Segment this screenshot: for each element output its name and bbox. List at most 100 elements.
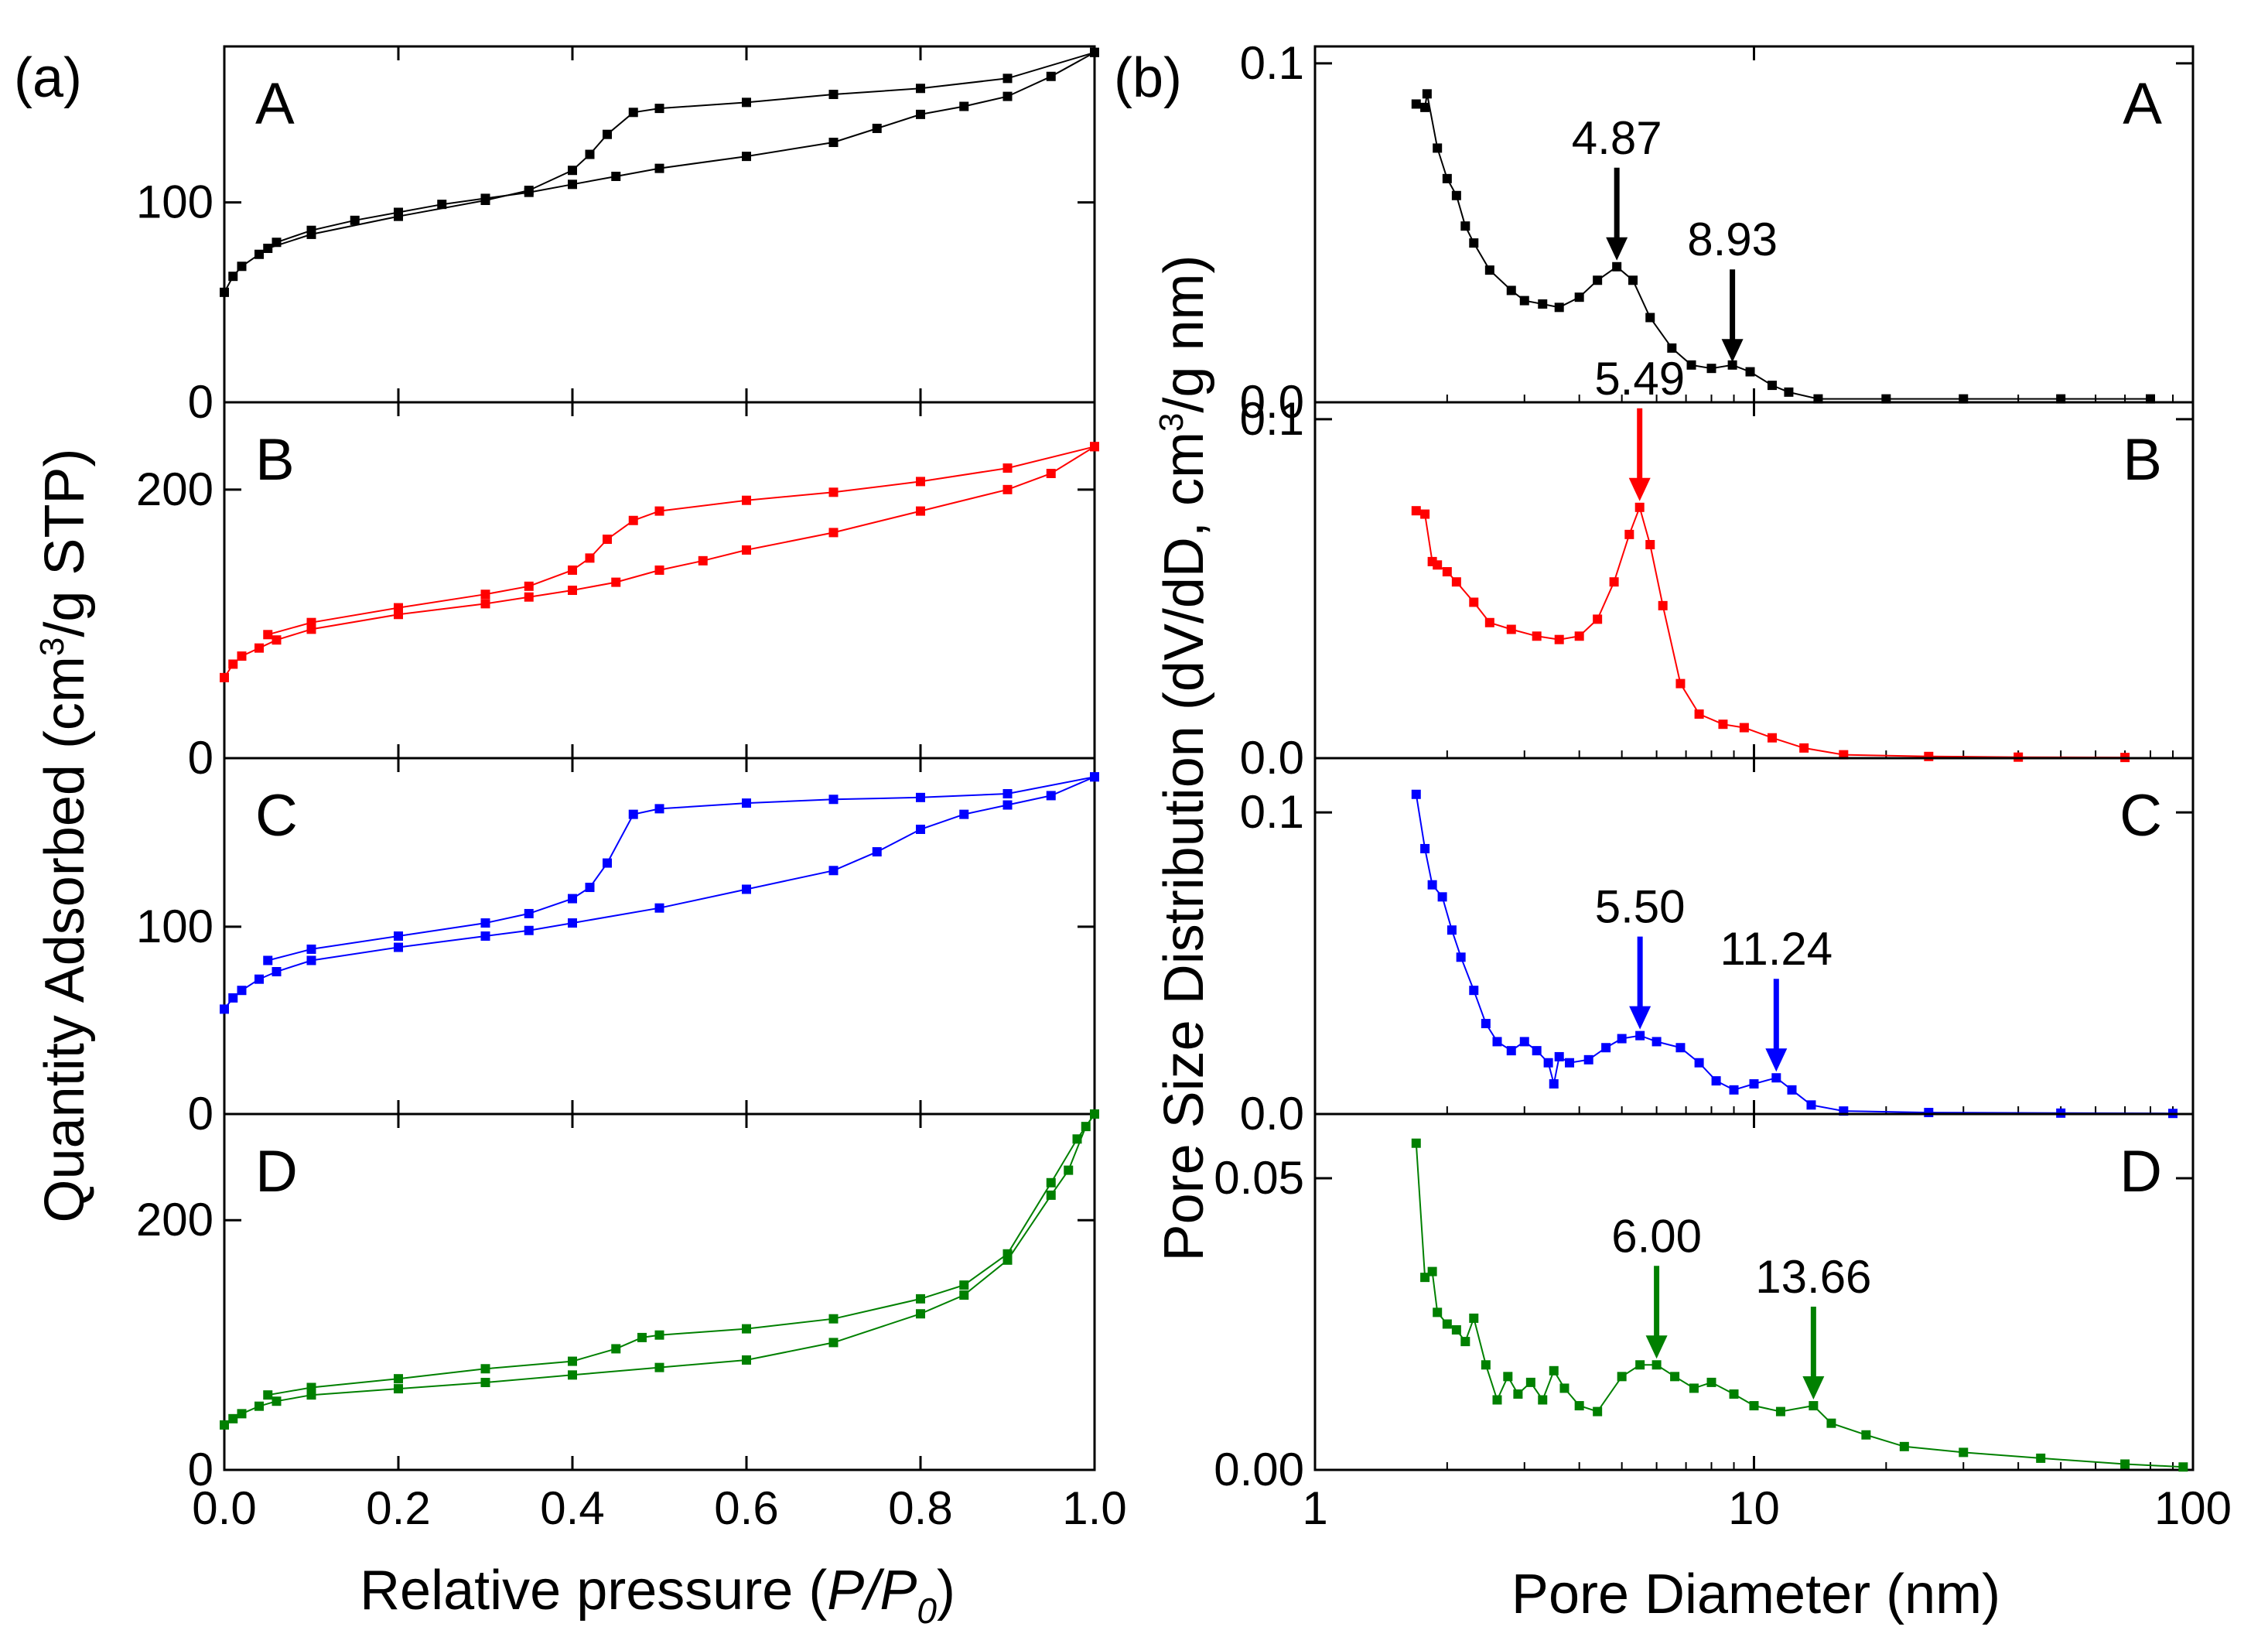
data-point xyxy=(237,1409,247,1419)
data-point xyxy=(1046,1177,1056,1188)
data-point xyxy=(1767,733,1777,743)
data-point xyxy=(654,163,664,173)
series-line-distribution xyxy=(1416,504,2126,759)
data-point xyxy=(1411,1138,1421,1148)
data-point xyxy=(1689,1383,1699,1393)
data-point xyxy=(220,672,229,682)
data-point xyxy=(1538,299,1548,309)
data-point xyxy=(1675,1043,1686,1053)
data-point xyxy=(1593,275,1603,285)
data-point xyxy=(1574,631,1584,641)
data-point xyxy=(1090,442,1099,452)
data-point xyxy=(1609,577,1619,587)
data-point xyxy=(394,931,403,941)
data-point xyxy=(306,229,316,239)
panel-letter-A: A xyxy=(255,71,295,137)
x-tick-label: 100 xyxy=(2154,1482,2232,1534)
data-point xyxy=(306,617,316,627)
annotation-arrow-head xyxy=(1721,339,1744,363)
data-point xyxy=(1624,529,1634,539)
data-point xyxy=(1667,343,1677,353)
data-point xyxy=(254,643,264,653)
data-point xyxy=(1787,1085,1797,1095)
data-point xyxy=(1617,1034,1627,1044)
data-point xyxy=(1002,463,1013,473)
data-point xyxy=(1002,73,1013,84)
annotation-label: 11.24 xyxy=(1720,923,1833,975)
data-point xyxy=(1456,952,1466,962)
series-line-distribution xyxy=(1416,94,2150,400)
chart-b-panel-D: 0.00 0.05 D 6.00 13.66 1 10 100 xyxy=(1214,1112,2232,1534)
data-point xyxy=(1090,47,1099,57)
data-point xyxy=(1513,1389,1523,1399)
data-point xyxy=(1635,1360,1645,1370)
data-point xyxy=(1046,71,1056,81)
series-line-desorption xyxy=(268,1113,1095,1396)
data-point xyxy=(1411,99,1421,109)
data-point xyxy=(1706,1377,1716,1387)
data-point xyxy=(1959,394,1969,404)
panel-frame xyxy=(1313,401,2195,760)
data-point xyxy=(263,1390,273,1400)
annotation-label: 5.49 xyxy=(1594,353,1685,405)
data-point xyxy=(1046,1190,1056,1200)
annotation-label: 6.00 xyxy=(1611,1210,1702,1262)
annotation-arrow-head xyxy=(1802,1376,1825,1400)
data-point xyxy=(828,90,839,100)
data-point xyxy=(1420,843,1430,853)
series-line-desorption xyxy=(268,776,1095,962)
data-point xyxy=(828,866,839,876)
data-point xyxy=(654,565,664,575)
data-point xyxy=(1002,789,1013,798)
data-point xyxy=(1532,1046,1542,1056)
data-point xyxy=(1481,1360,1491,1370)
data-point xyxy=(1090,772,1099,782)
data-point xyxy=(2146,394,2156,404)
data-point xyxy=(1469,597,1479,607)
data-point xyxy=(1460,1337,1470,1347)
data-point xyxy=(1593,614,1603,624)
data-point xyxy=(1749,1079,1759,1089)
data-point xyxy=(1784,387,1794,397)
data-point xyxy=(480,918,490,928)
data-point xyxy=(1433,560,1443,570)
data-point xyxy=(1090,1109,1099,1119)
data-point xyxy=(585,553,595,563)
data-point xyxy=(637,1332,647,1342)
data-point xyxy=(916,792,925,802)
data-point xyxy=(1745,367,1755,377)
data-point xyxy=(1519,1037,1529,1047)
data-point xyxy=(1451,190,1461,200)
data-point xyxy=(872,847,882,857)
panel-letter-A: A xyxy=(2123,71,2162,137)
chart-b-panel-A: 0.0 0.1 A 4.87 8.93 xyxy=(1240,37,2195,428)
data-point xyxy=(611,577,621,587)
data-point xyxy=(237,986,247,996)
data-point xyxy=(628,515,638,525)
y-tick-label: 0.1 xyxy=(1240,786,1304,838)
data-point xyxy=(1718,719,1728,730)
data-point xyxy=(480,195,490,205)
data-point xyxy=(916,477,925,487)
data-point xyxy=(1451,1325,1461,1335)
data-point xyxy=(306,1382,316,1393)
chart-a-panel-B: 0 200 B xyxy=(136,401,1099,784)
data-point xyxy=(306,1390,316,1400)
data-point xyxy=(742,1355,751,1365)
data-point xyxy=(480,931,490,941)
series-line-desorption xyxy=(267,51,1095,249)
data-point xyxy=(1442,173,1452,183)
data-point xyxy=(1002,1249,1013,1259)
data-point xyxy=(306,944,316,954)
data-point xyxy=(828,528,839,538)
data-point xyxy=(2178,1462,2188,1472)
annotation-arrow-head xyxy=(1606,237,1628,261)
data-point xyxy=(1460,221,1470,231)
data-point xyxy=(1799,743,1809,753)
data-point xyxy=(1543,1058,1553,1068)
data-point xyxy=(1554,634,1564,644)
data-point xyxy=(1727,360,1737,370)
data-point xyxy=(263,630,273,640)
panel-frame xyxy=(223,1112,1096,1471)
annotation-arrow-head xyxy=(1629,1006,1651,1030)
